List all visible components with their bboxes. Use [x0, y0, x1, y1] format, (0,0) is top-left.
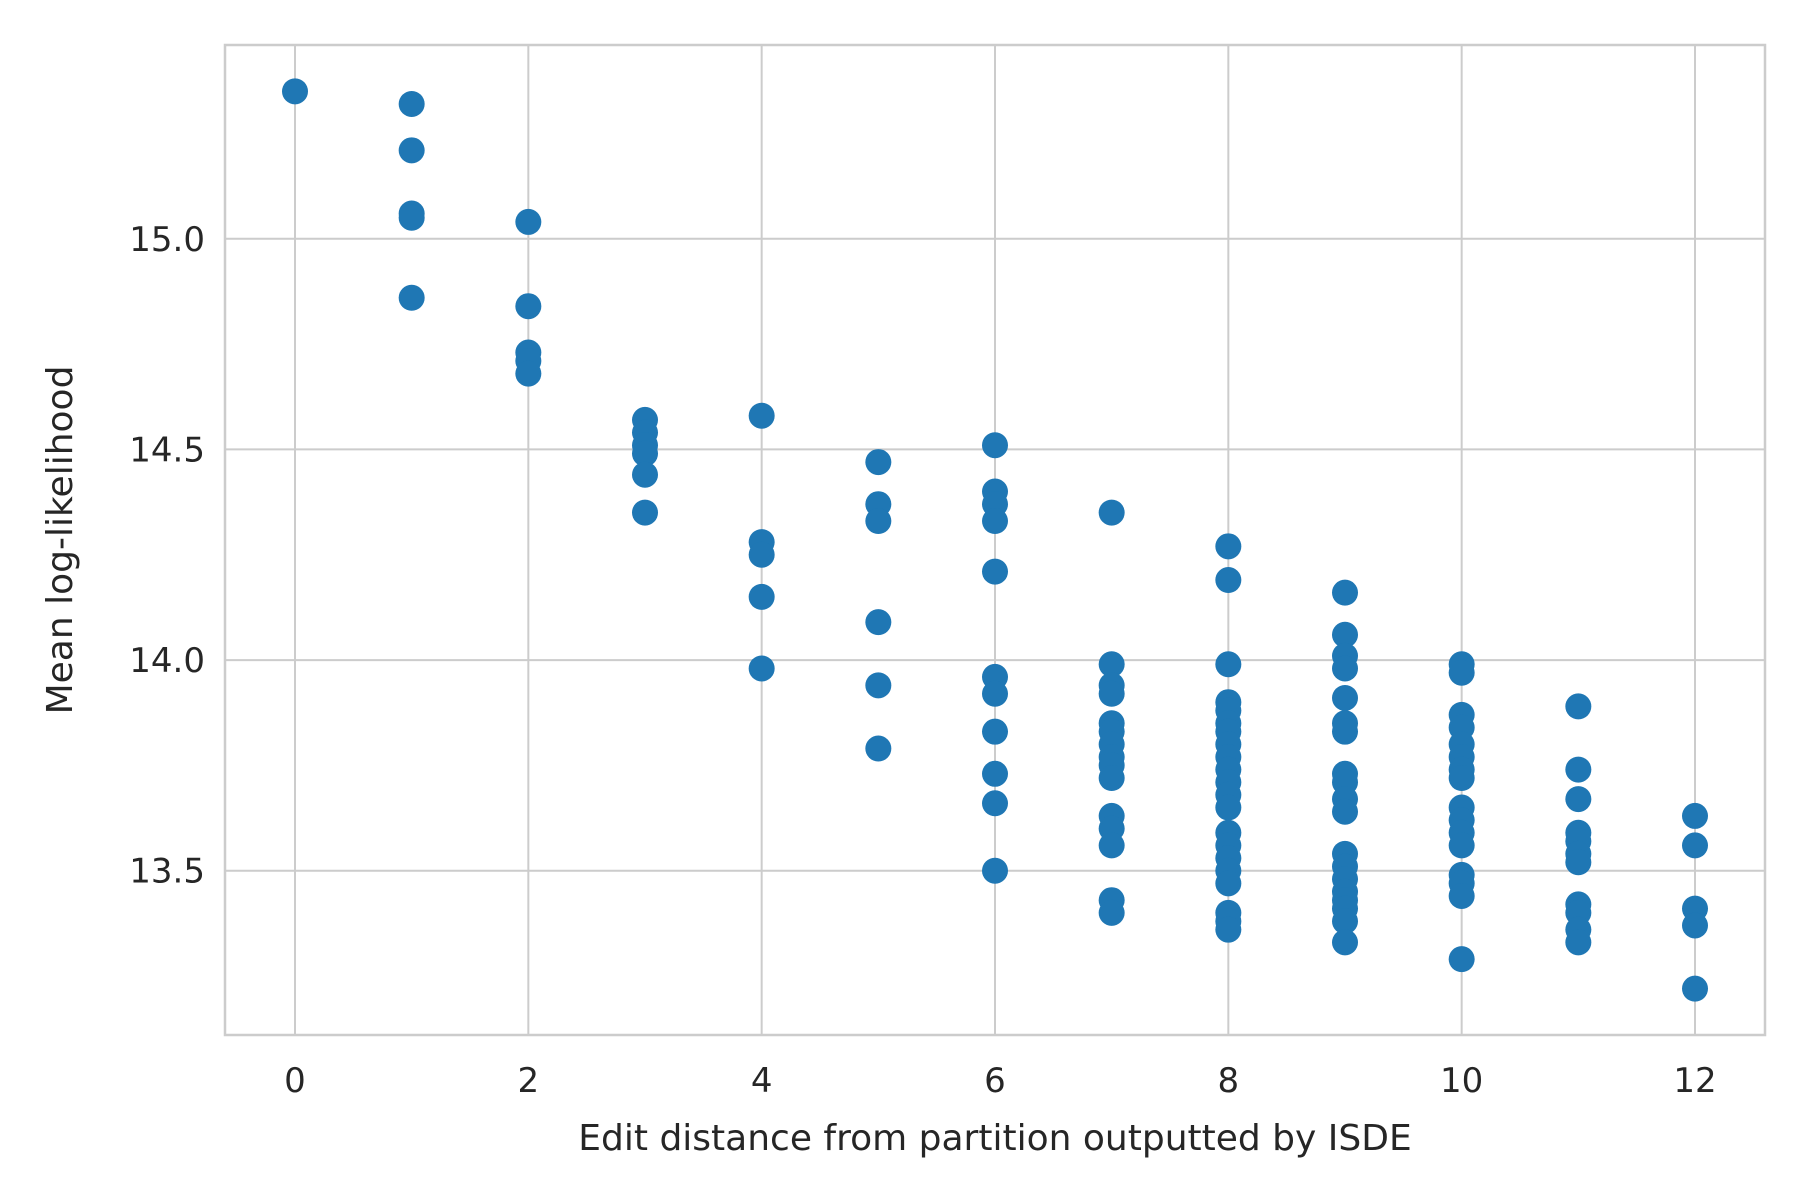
data-point	[1215, 651, 1242, 678]
data-point	[1565, 929, 1592, 956]
data-point	[1098, 765, 1125, 792]
x-tick-labels: 0 2 4 6 8 10 12	[284, 1061, 1716, 1101]
data-point	[1332, 655, 1358, 682]
data-point	[1448, 765, 1475, 792]
y-tick-label: 13.5	[129, 852, 205, 892]
data-point	[865, 609, 892, 636]
data-point	[982, 760, 1008, 787]
data-point	[1098, 651, 1125, 678]
data-point	[1215, 533, 1242, 560]
data-point	[1682, 975, 1708, 1002]
data-point	[748, 402, 775, 429]
data-point	[398, 137, 425, 164]
y-tick-label: 15.0	[129, 220, 205, 260]
data-point	[982, 790, 1008, 817]
data-point	[1215, 916, 1242, 943]
data-point	[865, 672, 892, 699]
data-point	[282, 78, 308, 105]
data-point	[1565, 756, 1592, 783]
data-point	[982, 432, 1008, 459]
data-point	[632, 440, 658, 467]
data-point	[1332, 798, 1358, 825]
data-point	[398, 90, 425, 117]
data-point	[1332, 579, 1358, 606]
data-point	[1332, 718, 1358, 745]
x-tick-label: 4	[751, 1061, 773, 1101]
grid	[225, 45, 1765, 1035]
y-tick-label: 14.0	[129, 641, 205, 681]
data-point	[632, 499, 658, 526]
data-point	[1448, 946, 1475, 973]
data-point	[748, 655, 775, 682]
data-point	[1215, 870, 1242, 897]
data-point	[1448, 882, 1475, 909]
x-axis-label: Edit distance from partition outputted b…	[578, 1118, 1411, 1159]
data-point	[982, 857, 1008, 884]
plot-frame	[223, 43, 1767, 1037]
data-point	[632, 461, 658, 488]
data-point	[1565, 786, 1592, 813]
data-point	[515, 360, 542, 387]
data-point	[1332, 684, 1358, 711]
y-axis-label: Mean log-likelihood	[40, 366, 81, 715]
x-tick-label: 0	[284, 1061, 306, 1101]
x-tick-label: 8	[1218, 1061, 1240, 1101]
y-tick-labels: 13.5 14.0 14.5 15.0	[129, 220, 205, 892]
data-point	[398, 204, 425, 231]
x-tick-label: 10	[1440, 1061, 1483, 1101]
data-point	[1565, 849, 1592, 876]
x-tick-label: 6	[984, 1061, 1006, 1101]
data-point	[865, 735, 892, 762]
data-point	[748, 583, 775, 610]
data-point	[865, 449, 892, 476]
data-point	[1215, 567, 1242, 594]
data-point	[748, 541, 775, 568]
data-point	[1098, 680, 1125, 707]
x-tick-label: 2	[518, 1061, 540, 1101]
data-point	[1098, 832, 1125, 859]
data-point	[515, 293, 542, 320]
data-point	[1448, 659, 1475, 686]
y-tick-label: 14.5	[129, 430, 205, 470]
data-point	[1682, 802, 1708, 829]
data-point	[515, 208, 542, 235]
data-point	[865, 508, 892, 535]
data-point	[398, 284, 425, 311]
data-point	[1448, 832, 1475, 859]
data-points	[282, 78, 1708, 1002]
data-point	[1215, 794, 1242, 821]
data-point	[1682, 912, 1708, 939]
x-tick-label: 12	[1673, 1061, 1716, 1101]
data-point	[1332, 908, 1358, 935]
data-point	[1332, 621, 1358, 648]
data-point	[1682, 832, 1708, 859]
data-point	[1098, 499, 1125, 526]
data-point	[1565, 693, 1592, 720]
data-point	[1098, 899, 1125, 926]
data-point	[1332, 929, 1358, 956]
data-point	[982, 558, 1008, 585]
data-point	[982, 680, 1008, 707]
data-point	[982, 718, 1008, 745]
data-point	[982, 508, 1008, 535]
